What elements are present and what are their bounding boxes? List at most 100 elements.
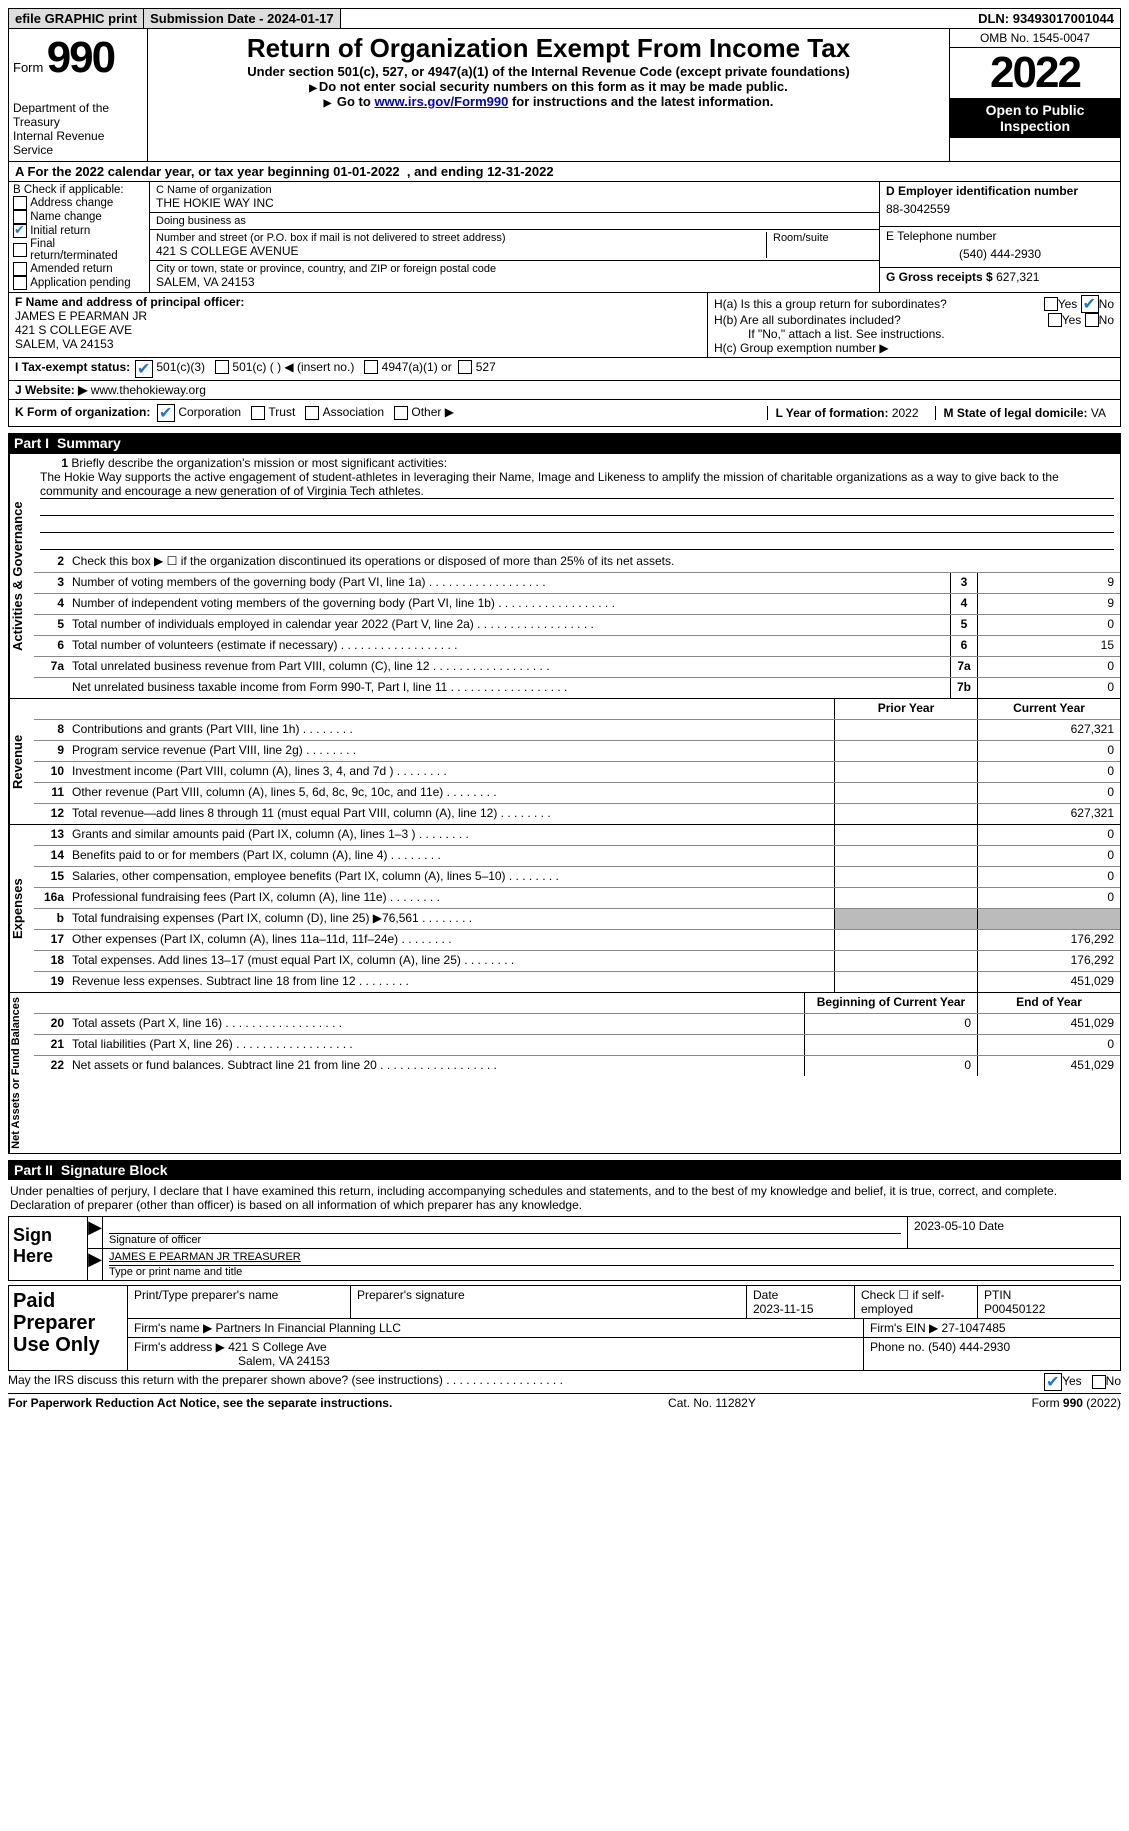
org-name-label: C Name of organization [156, 184, 873, 196]
omb-number: OMB No. 1545-0047 [950, 29, 1120, 48]
tab-revenue: Revenue [9, 699, 34, 824]
summary-expenses: Expenses 13Grants and similar amounts pa… [8, 825, 1121, 993]
prep-name-label: Print/Type preparer's name [134, 1288, 278, 1302]
cb-501c3[interactable] [135, 360, 153, 378]
gross-receipts: G Gross receipts $ 627,321 [880, 268, 1120, 286]
name-title-label: Type or print name and title [109, 1266, 242, 1278]
firm-ein-label: Firm's EIN ▶ [870, 1321, 942, 1335]
city-label: City or town, state or province, country… [156, 263, 873, 275]
cb-527[interactable] [458, 360, 472, 374]
prior-year-header: Prior Year [834, 699, 977, 719]
summary-row: 20Total assets (Part X, line 16)0451,029 [34, 1014, 1120, 1035]
dba-label: Doing business as [156, 215, 873, 227]
dept-treasury: Department of the Treasury Internal Reve… [13, 101, 143, 157]
instructions-link-row: Go to www.irs.gov/Form990 for instructio… [154, 94, 943, 109]
firm-addr2: Salem, VA 24153 [134, 1354, 857, 1368]
f-label: F Name and address of principal officer: [15, 295, 244, 309]
firm-addr-label: Firm's address ▶ [134, 1340, 228, 1354]
summary-row: 7aTotal unrelated business revenue from … [34, 657, 1120, 678]
form-header: Form 990 Department of the Treasury Inte… [8, 29, 1121, 162]
ssn-warning: Do not enter social security numbers on … [154, 79, 943, 94]
summary-row: bTotal fundraising expenses (Part IX, co… [34, 909, 1120, 930]
ein: 88-3042559 [886, 198, 1114, 224]
summary-row: 21Total liabilities (Part X, line 26)0 [34, 1035, 1120, 1056]
fh-section: F Name and address of principal officer:… [8, 293, 1121, 358]
sig-officer-label: Signature of officer [109, 1234, 201, 1246]
summary-row: 9Program service revenue (Part VIII, lin… [34, 741, 1120, 762]
summary-row: 5Total number of individuals employed in… [34, 615, 1120, 636]
irs-link[interactable]: www.irs.gov/Form990 [374, 94, 508, 109]
ha-yes-cb[interactable] [1044, 297, 1058, 311]
website: www.thehokieway.org [91, 383, 206, 397]
ptin-label: PTIN [984, 1288, 1011, 1302]
ha-no-cb[interactable] [1081, 295, 1099, 313]
part-ii-header: Part IISignature Block [8, 1160, 1121, 1180]
summary-row: 8Contributions and grants (Part VIII, li… [34, 720, 1120, 741]
j-row: J Website: ▶ www.thehokieway.org [8, 381, 1121, 400]
l1-label: Briefly describe the organization's miss… [71, 456, 447, 470]
l2-text: Check this box ▶ ☐ if the organization d… [70, 552, 1120, 572]
cb-trust[interactable] [251, 406, 265, 420]
summary-row: 13Grants and similar amounts paid (Part … [34, 825, 1120, 846]
l-label: L Year of formation: [776, 406, 892, 420]
officer-addr2: SALEM, VA 24153 [15, 337, 701, 351]
year-formation: 2022 [892, 406, 919, 420]
cb-assoc[interactable] [305, 406, 319, 420]
mission-text: The Hokie Way supports the active engage… [40, 470, 1114, 499]
tel-label: E Telephone number [886, 229, 1114, 243]
paid-preparer-label: Paid Preparer Use Only [9, 1286, 128, 1370]
org-name: THE HOKIE WAY INC [156, 196, 873, 210]
form-title: Return of Organization Exempt From Incom… [154, 33, 943, 64]
tel: (540) 444-2930 [886, 243, 1114, 265]
tab-net-assets: Net Assets or Fund Balances [9, 993, 34, 1153]
hb-yes-cb[interactable] [1048, 313, 1062, 327]
cb-final-return[interactable] [13, 243, 27, 257]
state-domicile: VA [1091, 406, 1106, 420]
cb-4947[interactable] [364, 360, 378, 374]
cb-amended[interactable] [13, 262, 27, 276]
firm-ein: 27-1047485 [942, 1321, 1006, 1335]
ptin: P00450122 [984, 1302, 1045, 1316]
form-number: 990 [47, 33, 114, 82]
officer-addr1: 421 S COLLEGE AVE [15, 323, 701, 337]
submission-date: Submission Date - 2024-01-17 [144, 9, 341, 28]
firm-phone: (540) 444-2930 [928, 1340, 1010, 1354]
b-checkboxes: B Check if applicable: Address change Na… [9, 182, 150, 292]
cb-501c[interactable] [215, 360, 229, 374]
name-title: JAMES E PEARMAN JR TREASURER [109, 1251, 1114, 1266]
summary-row: 17Other expenses (Part IX, column (A), l… [34, 930, 1120, 951]
k-row: K Form of organization: Corporation Trus… [8, 400, 1121, 427]
summary-row: Net unrelated business taxable income fr… [34, 678, 1120, 698]
sign-here-block: Sign Here ▶ Signature of officer 2023-05… [8, 1216, 1121, 1281]
addr: 421 S COLLEGE AVENUE [156, 244, 760, 258]
discuss-yes-cb[interactable] [1044, 1373, 1062, 1391]
current-year-header: Current Year [977, 699, 1120, 719]
cb-address-change[interactable] [13, 196, 27, 210]
prep-date: 2023-11-15 [753, 1302, 814, 1316]
cb-initial-return-label: Initial return [30, 225, 90, 237]
cb-corp[interactable] [157, 404, 175, 422]
cb-application-pending[interactable] [13, 276, 27, 290]
cb-amended-label: Amended return [30, 263, 112, 275]
hb-no-cb[interactable] [1085, 313, 1099, 327]
phone-label: Phone no. [870, 1340, 928, 1354]
discuss-no-cb[interactable] [1092, 1375, 1106, 1389]
self-employed-label: Check ☐ if self-employed [861, 1288, 944, 1316]
efile-print-button[interactable]: efile GRAPHIC print [9, 9, 144, 28]
firm-addr: 421 S College Ave [228, 1340, 327, 1354]
cb-initial-return[interactable] [13, 224, 27, 238]
entity-section: B Check if applicable: Address change Na… [8, 182, 1121, 293]
officer-name: JAMES E PEARMAN JR [15, 309, 701, 323]
m-label: M State of legal domicile: [944, 406, 1091, 420]
ein-label: D Employer identification number [886, 184, 1114, 198]
cb-other[interactable] [394, 406, 408, 420]
open-to-public: Open to Public Inspection [950, 98, 1120, 138]
penalties-text: Under penalties of perjury, I declare th… [8, 1180, 1121, 1216]
ha-label: H(a) Is this a group return for subordin… [714, 297, 1044, 311]
summary-row: 15Salaries, other compensation, employee… [34, 867, 1120, 888]
summary-row: 14Benefits paid to or for members (Part … [34, 846, 1120, 867]
summary-row: 6Total number of volunteers (estimate if… [34, 636, 1120, 657]
room-label: Room/suite [773, 232, 873, 244]
paid-preparer-block: Paid Preparer Use Only Print/Type prepar… [8, 1285, 1121, 1371]
firm-name-label: Firm's name ▶ [134, 1321, 216, 1335]
